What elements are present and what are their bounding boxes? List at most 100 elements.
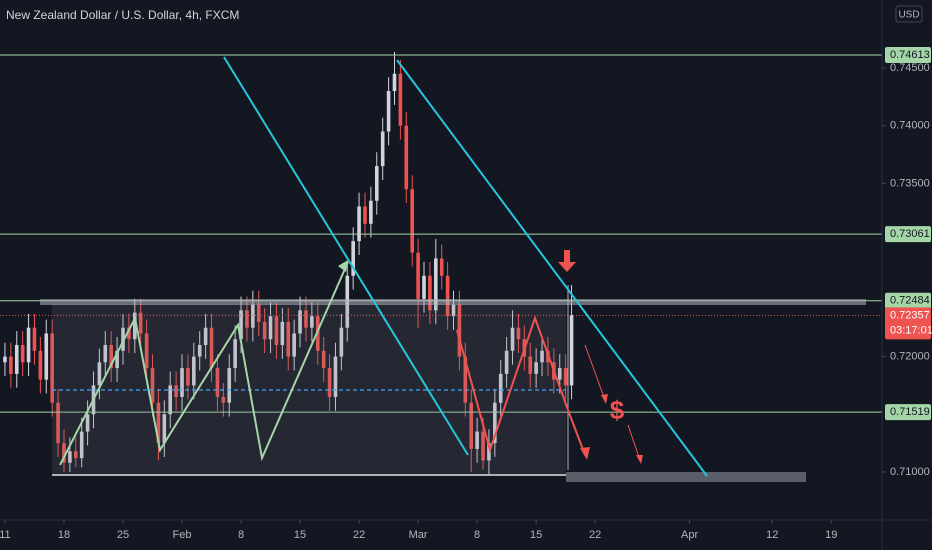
candle-body: [233, 339, 237, 369]
candle-body: [180, 368, 184, 397]
candle-body: [192, 356, 196, 386]
candle-body: [374, 166, 379, 201]
candle-body: [534, 362, 538, 374]
candle-body: [428, 275, 432, 311]
candle-body: [251, 304, 255, 328]
candle-body: [327, 368, 332, 397]
candle-body: [56, 402, 60, 444]
candle-body: [197, 345, 202, 357]
zigzag-down: [456, 314, 586, 456]
candle-body: [422, 275, 426, 299]
candle-body: [14, 345, 19, 374]
candle-body: [416, 252, 420, 299]
x-tick-label: 22: [353, 529, 365, 541]
arrow-head: [636, 455, 643, 464]
candle-body: [445, 275, 450, 317]
y-tick-label: 0.71000: [890, 466, 930, 478]
candle-body: [239, 310, 243, 340]
candle-body: [97, 362, 102, 386]
candle-body: [221, 396, 226, 403]
candle-body: [357, 206, 361, 242]
candle-body: [121, 327, 125, 351]
candle-body: [20, 345, 25, 363]
candle-body: [245, 310, 249, 328]
x-tick-label: 22: [589, 529, 601, 541]
candle-body: [26, 327, 31, 363]
candle-body: [292, 333, 296, 357]
candle-body: [186, 368, 190, 386]
x-tick-label: 11: [0, 529, 11, 541]
candle-body: [115, 350, 119, 369]
candle-body: [203, 327, 208, 346]
candle-body: [109, 345, 113, 369]
down-arrow: [558, 250, 576, 272]
candle-body: [569, 315, 574, 386]
candle-body: [504, 350, 509, 374]
candle-body: [369, 200, 373, 224]
candle-body: [73, 451, 78, 459]
chart-title: New Zealand Dollar / U.S. Dollar, 4h, FX…: [6, 8, 239, 22]
x-tick-label: Mar: [409, 529, 428, 541]
support-zone: [566, 472, 806, 482]
candle-body: [363, 206, 367, 224]
candle-body: [469, 402, 474, 449]
candle-body: [404, 125, 409, 190]
candle-body: [321, 350, 326, 369]
candle-body: [457, 304, 462, 357]
level-label-bg: [885, 46, 931, 63]
candle-body: [493, 402, 497, 444]
x-tick-label: 12: [766, 529, 778, 541]
candles: [0, 51, 882, 475]
candle-body: [498, 373, 503, 403]
candle-body: [410, 189, 414, 253]
candle-body: [563, 368, 568, 386]
candle-body: [310, 316, 314, 328]
candle-body: [168, 385, 173, 415]
zigzag-up: [59, 261, 349, 466]
candle-body: [315, 316, 320, 351]
resistance-zone: [40, 299, 866, 305]
candle-body: [528, 356, 533, 374]
y-tick-label: 0.74500: [890, 62, 930, 74]
currency-badge[interactable]: [895, 5, 923, 23]
candle-body: [298, 310, 302, 334]
candle-body: [286, 321, 291, 357]
countdown: 03:17:01: [890, 324, 932, 336]
x-tick-label: 19: [825, 529, 837, 541]
candle-body: [174, 385, 178, 397]
candle-body: [44, 333, 49, 380]
candle-body: [227, 368, 232, 403]
arrow-head: [601, 394, 608, 404]
candle-body: [463, 356, 468, 403]
candle-body: [38, 350, 43, 380]
candle-body: [516, 327, 521, 340]
candle-body: [50, 333, 54, 403]
annotation: $: [610, 395, 625, 425]
arrow-head: [580, 447, 590, 460]
trend-line: [396, 59, 708, 477]
level-label: 0.72484: [890, 295, 930, 307]
candle-body: [68, 451, 72, 463]
level-label-bg: [885, 404, 931, 421]
candle-body: [162, 414, 167, 444]
candle-body: [398, 73, 403, 126]
currency[interactable]: USD: [898, 10, 919, 21]
trend-line: [223, 56, 469, 456]
candle-body: [32, 327, 37, 351]
candle-body: [62, 443, 66, 463]
candle-body: [156, 402, 161, 444]
level-label-bg: [885, 292, 931, 309]
candle-body: [79, 431, 84, 459]
candle-body: [268, 316, 273, 340]
candle-body: [144, 333, 149, 369]
level-label: 0.71519: [890, 406, 930, 418]
candle-body: [280, 321, 285, 346]
candle-body: [392, 73, 397, 92]
projection-arrow: [584, 344, 606, 401]
candle-body: [510, 327, 515, 351]
candle-body: [209, 327, 214, 369]
candle-body: [351, 241, 355, 276]
candle-body: [339, 327, 344, 357]
